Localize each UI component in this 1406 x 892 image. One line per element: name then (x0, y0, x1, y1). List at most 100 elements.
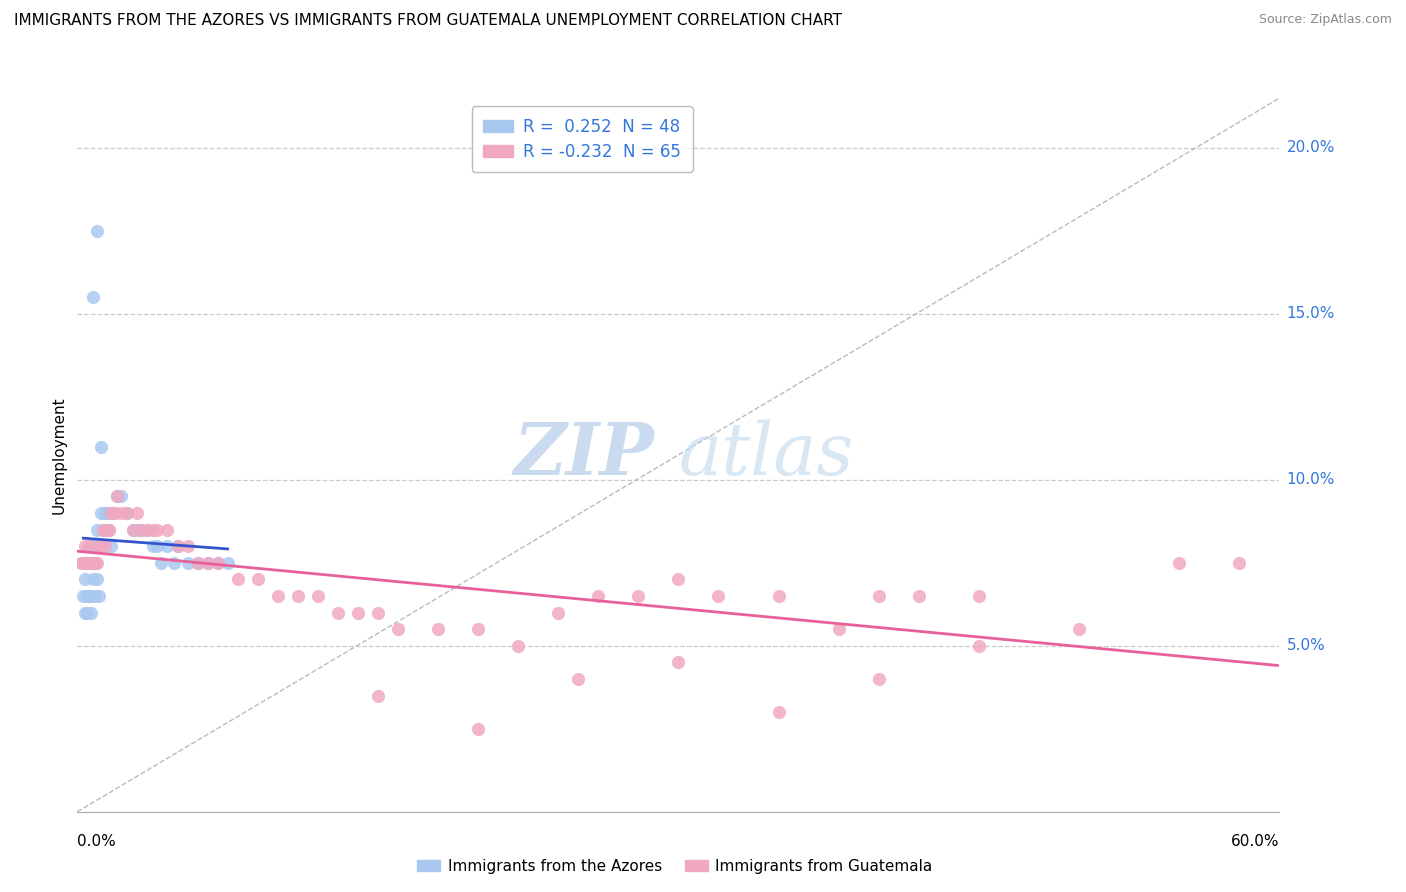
Point (84, 556, 107, 570)
Point (96, 506, 118, 520)
Point (90, 506, 112, 520)
Point (75, 573, 97, 587)
Point (117, 506, 139, 520)
Point (110, 506, 132, 520)
Point (90, 539, 112, 553)
Point (127, 523, 149, 537)
Point (100, 539, 122, 553)
Point (76, 556, 98, 570)
Point (1168, 556, 1191, 570)
Point (267, 589, 290, 603)
Point (76, 606, 98, 620)
Text: Source: ZipAtlas.com: Source: ZipAtlas.com (1258, 13, 1392, 27)
Point (166, 539, 188, 553)
Point (668, 656, 690, 670)
Point (387, 622, 409, 636)
Point (131, 523, 153, 537)
Point (467, 722, 489, 736)
Point (207, 556, 229, 570)
Text: ZIP: ZIP (513, 419, 654, 491)
Point (967, 639, 990, 653)
Point (908, 589, 931, 603)
Point (588, 589, 610, 603)
Point (547, 606, 569, 620)
Text: 0.0%: 0.0% (77, 834, 117, 849)
Point (107, 490, 129, 504)
Point (94, 539, 117, 553)
Point (110, 490, 132, 504)
Point (122, 523, 145, 537)
Legend: R =  0.252  N = 48, R = -0.232  N = 65: R = 0.252 N = 48, R = -0.232 N = 65 (471, 106, 693, 172)
Point (75, 606, 97, 620)
Point (707, 589, 730, 603)
Point (567, 672, 589, 686)
Point (207, 556, 229, 570)
Point (326, 606, 349, 620)
Point (80, 606, 103, 620)
Point (197, 556, 219, 570)
Point (75, 539, 97, 553)
Point (96, 523, 118, 537)
Point (103, 506, 125, 520)
Point (768, 589, 790, 603)
Text: 5.0%: 5.0% (1286, 639, 1326, 653)
Point (80, 589, 103, 603)
Point (287, 589, 309, 603)
Point (80, 556, 103, 570)
Point (89, 539, 111, 553)
Point (76, 589, 98, 603)
Point (72, 556, 94, 570)
Point (72, 556, 94, 570)
Point (668, 573, 690, 587)
Point (176, 556, 198, 570)
Point (100, 506, 122, 520)
Point (142, 539, 165, 553)
Point (127, 506, 149, 520)
Point (627, 589, 650, 603)
Point (82, 539, 104, 553)
Point (84, 589, 107, 603)
Point (76, 556, 98, 570)
Point (186, 556, 209, 570)
Y-axis label: Unemployment: Unemployment (51, 396, 66, 514)
Point (967, 589, 990, 603)
Point (86, 224, 108, 238)
Point (226, 573, 249, 587)
Point (90, 440, 112, 454)
Point (146, 523, 169, 537)
Point (186, 556, 209, 570)
Point (347, 606, 370, 620)
Point (136, 523, 159, 537)
Point (82, 556, 104, 570)
Legend: Immigrants from the Azores, Immigrants from Guatemala: Immigrants from the Azores, Immigrants f… (411, 853, 939, 880)
Point (246, 573, 269, 587)
Point (868, 672, 890, 686)
Point (82, 573, 104, 587)
Point (508, 639, 530, 653)
Text: 20.0%: 20.0% (1286, 140, 1334, 155)
Point (828, 622, 851, 636)
Point (84, 556, 107, 570)
Point (150, 556, 173, 570)
Point (131, 523, 153, 537)
Point (93, 523, 115, 537)
Point (467, 622, 489, 636)
Point (79, 539, 101, 553)
Point (768, 705, 790, 719)
Point (117, 506, 139, 520)
Point (367, 689, 389, 703)
Point (307, 589, 329, 603)
Point (98, 523, 121, 537)
Point (89, 589, 111, 603)
Point (868, 589, 890, 603)
Point (72, 589, 94, 603)
Point (122, 523, 145, 537)
Point (98, 523, 121, 537)
Point (107, 490, 129, 504)
Point (156, 539, 179, 553)
Point (86, 523, 108, 537)
Point (86, 573, 108, 587)
Point (89, 539, 111, 553)
Point (93, 523, 115, 537)
Point (176, 539, 198, 553)
